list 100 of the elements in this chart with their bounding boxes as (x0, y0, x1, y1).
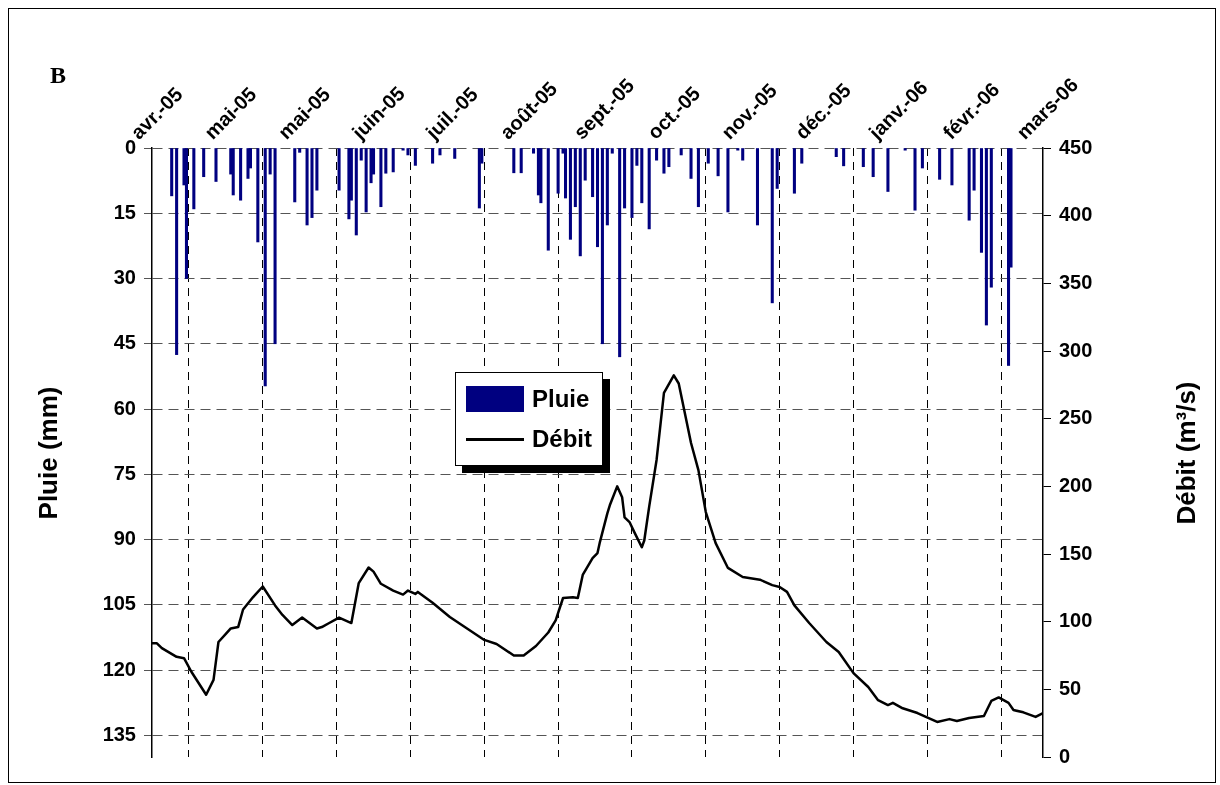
bar (630, 148, 634, 218)
bar (623, 148, 627, 209)
bar (192, 148, 196, 210)
bar (800, 148, 804, 164)
y-tick-label: 120 (102, 657, 136, 680)
bar (706, 148, 710, 164)
bar (600, 148, 604, 345)
bar (293, 148, 297, 203)
y-tick-label: 0 (124, 135, 136, 158)
y2-tick-label: 400 (1059, 203, 1093, 226)
bar (903, 148, 907, 151)
bar (354, 148, 358, 236)
chart-title: B (50, 62, 67, 89)
bar (967, 148, 971, 221)
bar (246, 148, 250, 179)
bar (605, 148, 609, 226)
bar (591, 148, 595, 198)
bar (989, 148, 993, 288)
bar (359, 148, 363, 161)
bar (984, 148, 988, 326)
bar (741, 148, 745, 161)
bar (263, 148, 267, 387)
y2-tick-label: 300 (1059, 338, 1093, 361)
bar (871, 148, 875, 178)
bar (406, 148, 410, 156)
bar (655, 148, 659, 161)
legend-label: Pluie (532, 385, 590, 413)
bar (453, 148, 457, 159)
bar (231, 148, 235, 196)
y-tick-label: 45 (113, 331, 136, 354)
bar (512, 148, 516, 174)
bar (979, 148, 983, 253)
bar (775, 148, 779, 189)
bar (647, 148, 651, 230)
bar (618, 148, 622, 358)
bar (184, 148, 188, 279)
bar (726, 148, 730, 213)
bar (842, 148, 846, 167)
y2-tick-label: 150 (1059, 541, 1093, 564)
y-tick-label: 75 (113, 461, 136, 484)
bar (214, 148, 218, 182)
bar (519, 148, 523, 174)
bar (364, 148, 368, 213)
y2-tick-label: 0 (1059, 744, 1071, 767)
bar (736, 148, 740, 151)
bar (635, 148, 639, 166)
bar (938, 148, 942, 180)
bar (595, 148, 600, 248)
bar (175, 148, 179, 355)
bar (556, 148, 560, 194)
bar (913, 148, 917, 211)
y2-tick-label: 50 (1059, 676, 1082, 699)
y2-axis-title: Débit (m³/s) (1170, 381, 1202, 524)
y2-tick-label: 350 (1059, 270, 1093, 293)
bar (256, 148, 260, 243)
bar (610, 148, 614, 154)
bar (384, 148, 388, 174)
bar (792, 148, 796, 194)
bar (239, 148, 243, 201)
bar (834, 148, 838, 158)
y-tick-label: 15 (113, 200, 136, 223)
y-tick-label: 30 (113, 266, 136, 289)
bar (886, 148, 890, 192)
bar (573, 148, 577, 208)
bar (531, 148, 536, 154)
y2-tick-label: 100 (1059, 609, 1093, 632)
bar (662, 148, 666, 174)
legend-label: Débit (532, 425, 592, 453)
bar (770, 148, 774, 304)
y-axis-title: Pluie (mm) (32, 386, 64, 519)
bar (696, 148, 700, 208)
bar (568, 148, 572, 240)
bar (755, 148, 760, 226)
bar (667, 148, 671, 168)
y-tick-label: 135 (102, 722, 136, 745)
bar (920, 148, 924, 169)
bar (716, 148, 720, 177)
bar (972, 148, 976, 191)
bar (679, 148, 683, 156)
bar (438, 148, 442, 156)
bar (546, 148, 550, 251)
bar (413, 148, 417, 166)
bar (583, 148, 587, 181)
bar (391, 148, 395, 173)
bar (298, 148, 302, 153)
bar (273, 148, 277, 345)
bar (578, 148, 582, 257)
bar (950, 148, 954, 186)
bar (640, 148, 644, 204)
y-tick-label: 105 (102, 592, 136, 615)
bar (202, 148, 206, 178)
y2-tick-label: 450 (1059, 135, 1093, 158)
y-tick-label: 90 (113, 527, 136, 550)
bar (539, 148, 543, 204)
bar (689, 148, 693, 179)
bar (861, 148, 865, 168)
y-tick-label: 60 (113, 396, 136, 419)
y2-tick-label: 250 (1059, 406, 1093, 429)
bar (379, 148, 383, 208)
bar (347, 148, 351, 220)
